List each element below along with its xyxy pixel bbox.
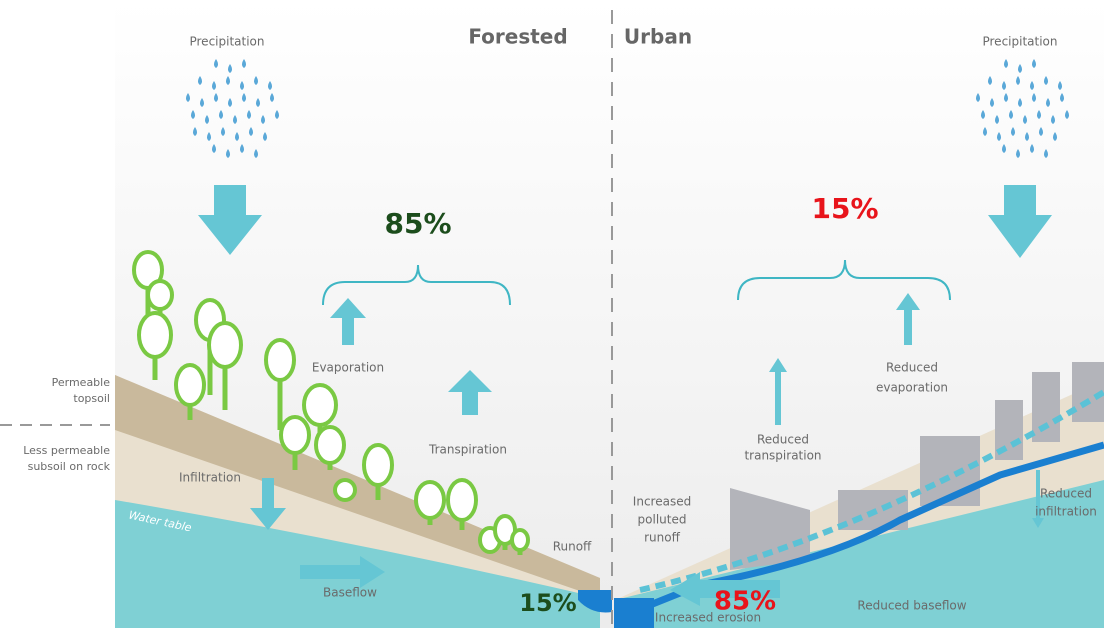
label: Transpiration (428, 443, 507, 457)
label: Precipitation (982, 35, 1057, 49)
label: Increased erosion (655, 611, 761, 625)
percent: 15% (811, 192, 878, 225)
percent: 15% (519, 589, 576, 617)
label: Reduced (1040, 487, 1092, 501)
label: Infiltration (179, 471, 241, 485)
label: Baseflow (323, 586, 377, 600)
tree-crown (139, 313, 171, 357)
tree-crown (266, 340, 294, 380)
label: Increased (633, 495, 691, 509)
label: transpiration (744, 449, 821, 463)
label: Reduced (757, 433, 809, 447)
tree-crown (281, 417, 309, 453)
tree-crown (512, 530, 528, 550)
diagram: Precipitation Forested Urban Precipitati… (0, 0, 1104, 628)
label: Precipitation (189, 35, 264, 49)
legend-label: topsoil (73, 392, 110, 405)
label: Reduced (886, 361, 938, 375)
label: Reduced baseflow (857, 599, 966, 613)
tree-crown (176, 365, 204, 405)
tree-crown (335, 480, 355, 500)
tree-crown (416, 482, 444, 518)
legend-label: Less permeable (23, 444, 110, 457)
label: Evaporation (312, 361, 384, 375)
tree-crown (209, 323, 241, 367)
tree-crown (448, 480, 476, 520)
tree-crown (148, 281, 172, 309)
percent: 85% (384, 207, 451, 240)
label: evaporation (876, 381, 948, 395)
label: runoff (644, 531, 680, 545)
tree-crown (316, 427, 344, 463)
tree-crown (304, 385, 336, 425)
panel-title: Urban (624, 25, 692, 49)
outfall (614, 598, 654, 628)
panel-title: Forested (468, 25, 567, 49)
label: Runoff (553, 540, 592, 554)
label: polluted (638, 513, 687, 527)
legend-label: Permeable (52, 376, 111, 389)
label: infiltration (1035, 505, 1097, 519)
tree-crown (364, 445, 392, 485)
legend-label: subsoil on rock (28, 460, 111, 473)
